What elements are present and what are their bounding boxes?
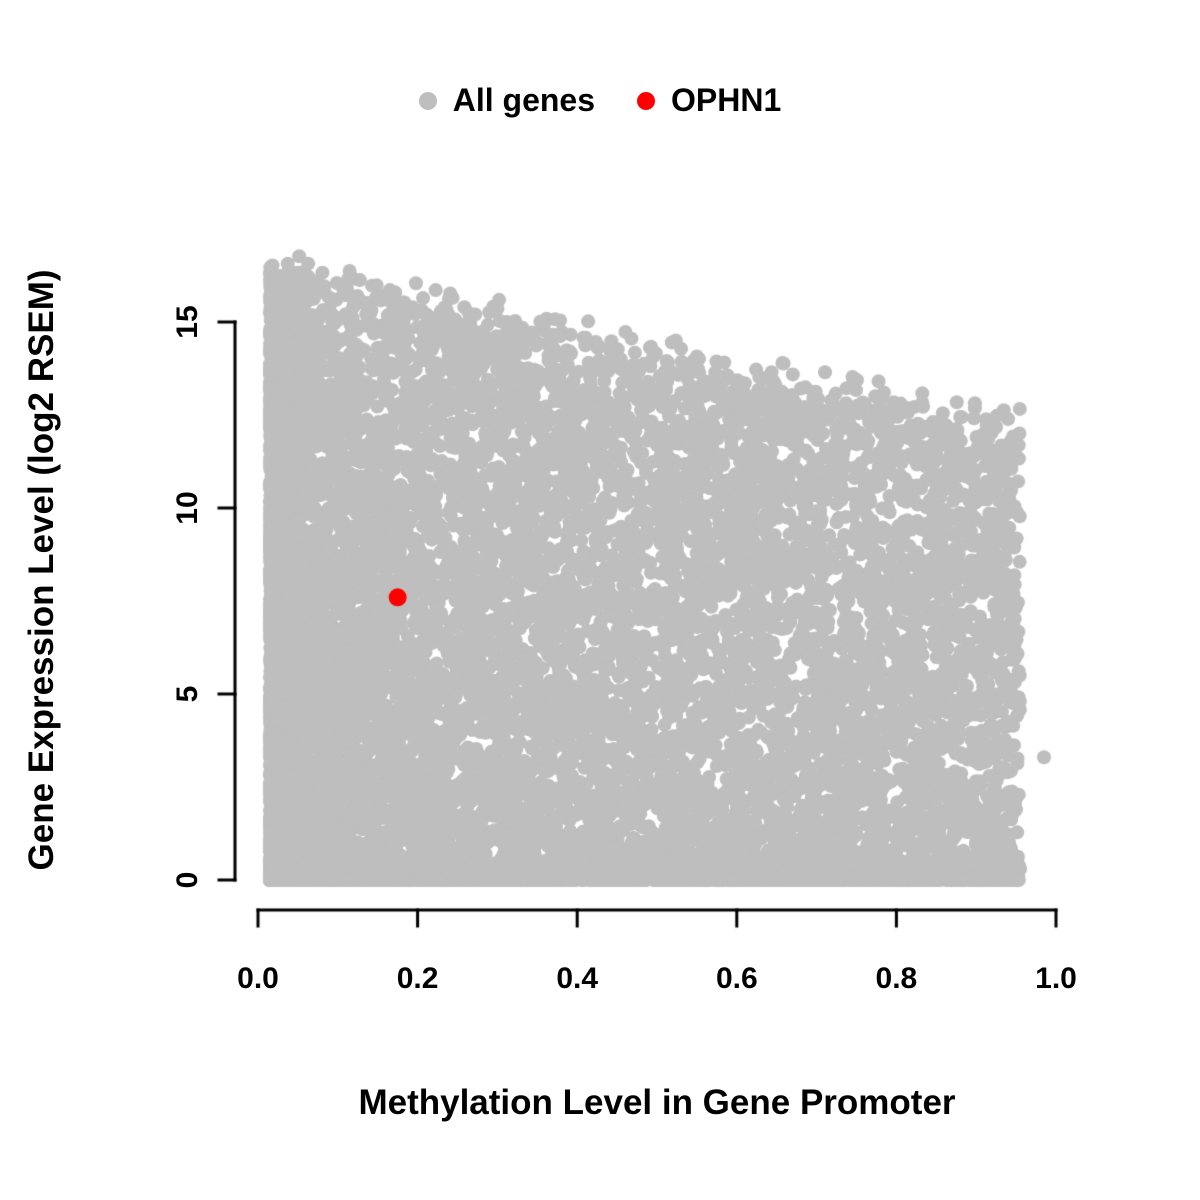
x-tick-label: 0.8 [875,962,918,995]
legend: All genes OPHN1 [0,82,1200,119]
x-tick-label: 0.0 [237,962,279,995]
x-tick-label: 1.0 [1035,962,1077,995]
x-tick-label: 0.2 [396,962,439,995]
x-axis-title: Methylation Level in Gene Promoter [358,1083,956,1122]
x-tick-label: 0.6 [715,962,758,995]
y-tick-label: 0 [171,871,204,889]
all-genes-dot-icon [418,91,437,110]
y-tick-label: 10 [171,491,204,525]
y-tick-label: 15 [171,305,204,339]
legend-label-all-genes: All genes [452,82,595,118]
legend-item-ophn1: OPHN1 [637,82,781,119]
x-tick-label: 0.4 [556,962,599,995]
legend-item-all-genes: All genes [418,82,595,119]
y-axis-title: Gene Expression Level (log2 RSEM) [22,269,61,871]
y-tick-label: 5 [171,685,204,703]
legend-label-ophn1: OPHN1 [671,82,782,118]
ophn1-dot-icon [637,91,655,110]
